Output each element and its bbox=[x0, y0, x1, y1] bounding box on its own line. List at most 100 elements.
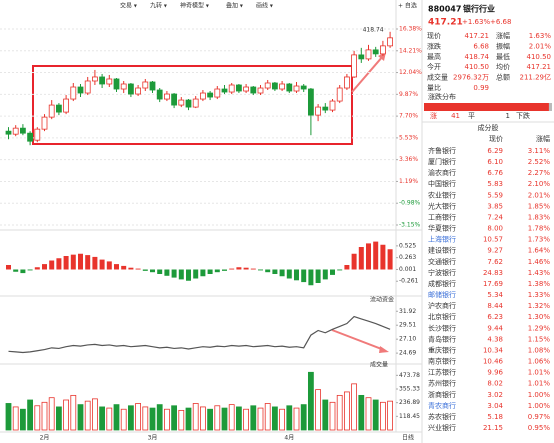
volume-bar bbox=[48, 397, 55, 431]
volume-bar bbox=[56, 406, 62, 431]
macd-bar bbox=[337, 269, 343, 271]
stock-name[interactable]: 重庆银行 bbox=[428, 345, 456, 354]
toolbar-item[interactable]: 画线 ▾ bbox=[256, 2, 273, 10]
header-change: 涨幅 bbox=[536, 134, 550, 143]
toolbar-item[interactable]: 九转 ▾ bbox=[150, 2, 167, 10]
volume-bar bbox=[243, 408, 250, 431]
stock-change: 1.01% bbox=[528, 369, 551, 377]
quote-value: 0.99 bbox=[473, 84, 489, 92]
stock-name[interactable]: 齐鲁银行 bbox=[428, 146, 456, 155]
toolbar-item[interactable]: 叠加 ▾ bbox=[226, 2, 243, 10]
period[interactable]: 日线 bbox=[402, 434, 414, 442]
candle-body bbox=[372, 49, 379, 55]
y-tick-label: 31.92 bbox=[399, 308, 416, 315]
stock-price: 6.23 bbox=[487, 313, 503, 321]
stock-change: 0.95% bbox=[528, 424, 551, 432]
candle-body bbox=[387, 37, 394, 47]
macd-bar bbox=[344, 265, 350, 270]
stock-name[interactable]: 工商银行 bbox=[428, 212, 456, 221]
macd-bar bbox=[142, 269, 148, 271]
volume-bar bbox=[178, 409, 185, 431]
volume-bar bbox=[27, 399, 34, 431]
volume-bar bbox=[322, 399, 329, 431]
stock-name[interactable]: 青农商行 bbox=[428, 401, 456, 410]
stock-name[interactable]: 苏州银行 bbox=[428, 379, 456, 388]
stock-name[interactable]: 交通银行 bbox=[428, 257, 456, 266]
candle-body bbox=[12, 127, 19, 135]
stock-name[interactable]: 青岛银行 bbox=[428, 334, 456, 343]
stock-name[interactable]: 江苏银行 bbox=[428, 368, 456, 377]
candle-body bbox=[27, 132, 34, 142]
volume-bar bbox=[387, 400, 394, 431]
stock-name[interactable]: 农业银行 bbox=[428, 190, 456, 199]
stock-name[interactable]: 厦门银行 bbox=[428, 157, 456, 166]
candle-body bbox=[171, 93, 178, 106]
volume-bar bbox=[120, 408, 127, 431]
volume-bar bbox=[127, 405, 134, 431]
stock-name[interactable]: 浙商银行 bbox=[428, 390, 456, 399]
candle-body bbox=[5, 130, 12, 135]
candle-body bbox=[307, 88, 314, 116]
panel-title: 成交量 bbox=[370, 361, 388, 369]
macd-bar bbox=[301, 269, 307, 283]
stock-name[interactable]: 苏农银行 bbox=[428, 412, 456, 421]
stock-name[interactable]: 沪农商行 bbox=[428, 301, 456, 310]
candle-body bbox=[63, 98, 69, 113]
y-tick-label: 0.001 bbox=[399, 266, 416, 273]
volume-bar bbox=[365, 397, 372, 431]
volume-bar bbox=[70, 394, 77, 431]
quote-value: 6.68 bbox=[473, 42, 489, 50]
quote-label: 总额 bbox=[496, 73, 510, 82]
volume-bar bbox=[163, 408, 170, 431]
stock-name[interactable]: 华夏银行 bbox=[428, 224, 456, 233]
stock-name[interactable]: 北京银行 bbox=[428, 312, 456, 321]
quote-value: 2.01% bbox=[529, 42, 552, 50]
candle-body bbox=[19, 127, 26, 134]
stock-name[interactable]: 兴业银行 bbox=[428, 423, 456, 432]
quote-label: 现价 bbox=[427, 32, 441, 40]
stock-name[interactable]: 建设银行 bbox=[428, 246, 456, 255]
stock-price: 3.04 bbox=[487, 402, 503, 410]
candle-body bbox=[56, 104, 62, 113]
toolbar-item[interactable]: + 自选 bbox=[398, 2, 417, 10]
stock-name[interactable]: 光大银行 bbox=[428, 201, 456, 210]
stock-name[interactable]: 成都银行 bbox=[428, 279, 456, 288]
max-label: 418.74 bbox=[363, 26, 384, 33]
volume-bar bbox=[257, 407, 264, 431]
candle-body bbox=[329, 100, 336, 111]
down-label: 下跌 bbox=[516, 111, 530, 120]
stock-price: 3.85 bbox=[487, 202, 503, 210]
stock-name[interactable]: 中国银行 bbox=[428, 179, 456, 188]
stock-name[interactable]: 宁波银行 bbox=[428, 268, 456, 277]
toolbar-item[interactable]: 神奇模型 ▾ bbox=[180, 2, 209, 10]
y-tick-label: -0.261 bbox=[399, 278, 419, 285]
macd-bar bbox=[92, 256, 98, 270]
macd-bar bbox=[171, 269, 177, 278]
stock-name[interactable]: 南京银行 bbox=[428, 357, 456, 366]
macd-bar bbox=[78, 253, 83, 270]
macd-bar bbox=[330, 269, 335, 275]
quote-label: 最低 bbox=[496, 52, 510, 61]
toolbar-item[interactable]: 交易 ▾ bbox=[120, 2, 137, 10]
candle-body bbox=[322, 106, 329, 111]
stock-change: 1.64% bbox=[528, 247, 551, 255]
up-label: 涨 bbox=[430, 111, 437, 120]
candle-body bbox=[250, 86, 257, 94]
stock-name[interactable]: 长沙银行 bbox=[428, 323, 456, 332]
distribution-up bbox=[424, 103, 549, 111]
stock-name[interactable]: 渝农商行 bbox=[428, 168, 456, 177]
y-tick-label: 0.525 bbox=[399, 242, 416, 249]
macd-bar bbox=[236, 267, 242, 270]
flat-label: 平 bbox=[468, 112, 475, 120]
macd-bar bbox=[222, 269, 227, 271]
candle-body bbox=[300, 85, 307, 90]
volume-bar bbox=[156, 404, 163, 431]
stock-name[interactable]: 邮储银行 bbox=[428, 290, 456, 299]
stock-name[interactable]: 上海银行 bbox=[428, 235, 456, 244]
macd-bar bbox=[106, 261, 112, 270]
candle-body bbox=[365, 49, 372, 60]
highlight-box bbox=[32, 65, 353, 145]
volume-bar bbox=[358, 394, 365, 431]
volume-bar bbox=[379, 401, 386, 431]
candle-body bbox=[192, 98, 199, 108]
